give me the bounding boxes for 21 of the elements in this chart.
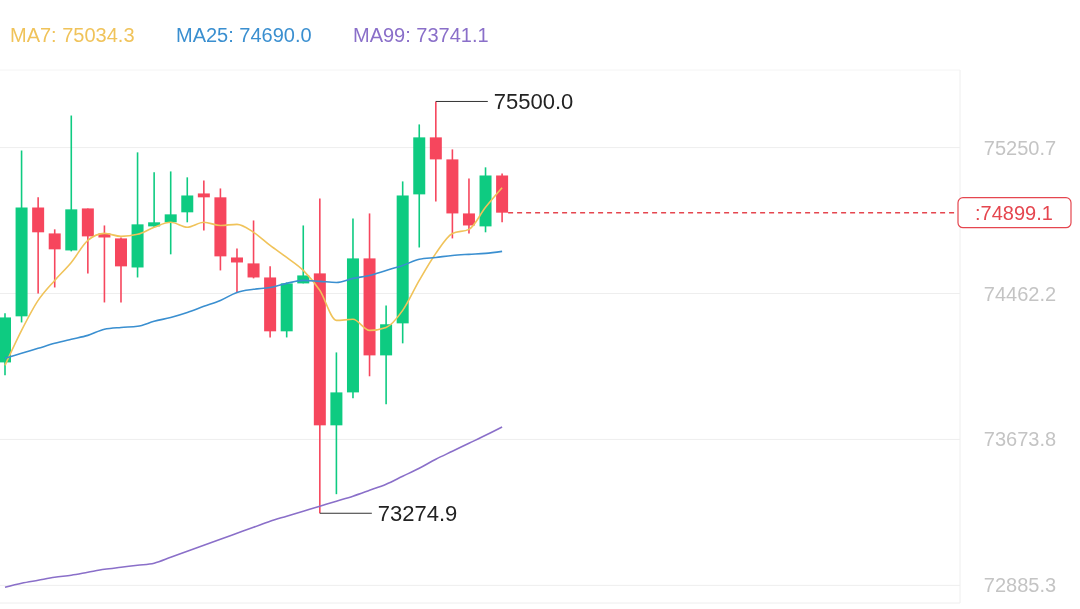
candlestick bbox=[462, 177, 475, 235]
candlestick bbox=[181, 176, 194, 224]
line-series bbox=[4, 426, 503, 589]
candlestick bbox=[429, 100, 442, 203]
candlestick bbox=[230, 247, 243, 294]
candlestick bbox=[48, 228, 61, 289]
candlestick bbox=[148, 171, 161, 229]
candlestick bbox=[197, 179, 210, 232]
annotation: 75500.0 bbox=[493, 89, 574, 115]
text: MA99: 73741.1 bbox=[353, 24, 489, 46]
candlestick bbox=[247, 219, 260, 280]
y-tick-label: 75250.7 bbox=[983, 136, 1057, 159]
y-tick-label: 73673.8 bbox=[983, 428, 1057, 451]
y-tick-label: 74462.2 bbox=[983, 282, 1057, 305]
y-tick-label: 72885.3 bbox=[983, 574, 1057, 597]
text: MA7: 75034.3 bbox=[10, 24, 135, 46]
ref-line-label: :74899.1 bbox=[975, 201, 1053, 224]
text: MA25: 74690.0 bbox=[176, 24, 312, 46]
line-series bbox=[4, 250, 503, 360]
annotation: 73274.9 bbox=[377, 500, 458, 526]
candlestick bbox=[164, 170, 177, 256]
